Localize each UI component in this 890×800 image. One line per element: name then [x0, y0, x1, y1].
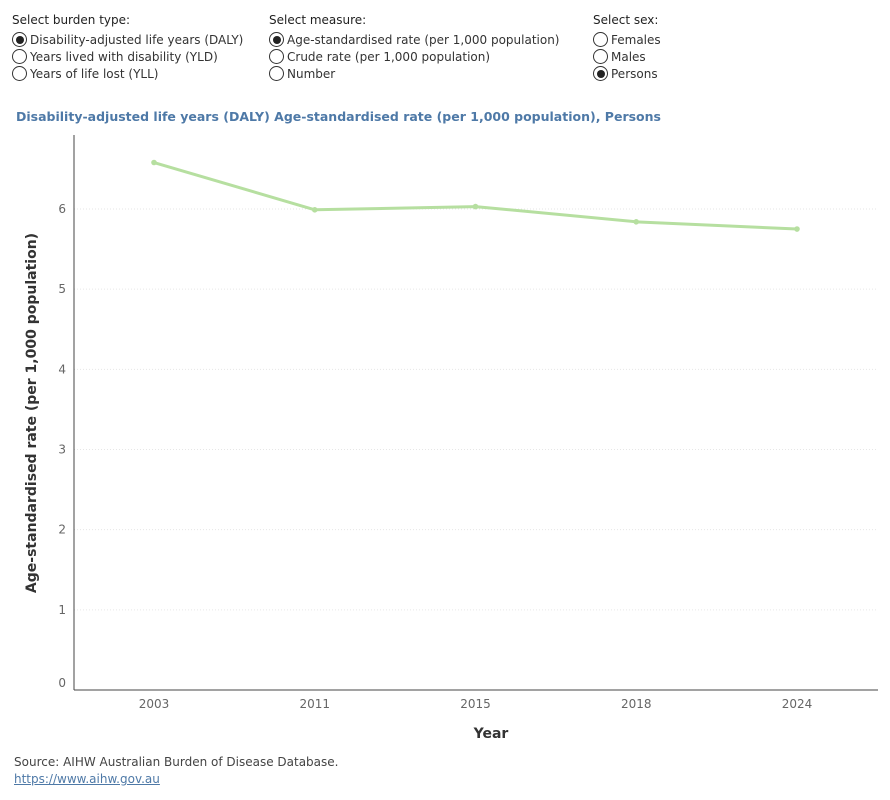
- radio-option-yld[interactable]: Years lived with disability (YLD): [12, 48, 243, 65]
- y-tick-label: 0: [58, 676, 66, 690]
- radio-button[interactable]: [12, 66, 27, 81]
- data-point: [794, 226, 800, 232]
- source-text: Source: AIHW Australian Burden of Diseas…: [14, 755, 339, 769]
- radio-label: Number: [287, 66, 336, 81]
- radio-label: Persons: [611, 66, 658, 81]
- data-point: [151, 159, 157, 166]
- y-tick-label: 4: [58, 362, 66, 376]
- radio-label: Years of life lost (YLL): [30, 66, 159, 81]
- data-point: [633, 219, 640, 225]
- radio-option-yll[interactable]: Years of life lost (YLL): [12, 65, 243, 82]
- radio-button[interactable]: [269, 66, 284, 81]
- radio-button[interactable]: [12, 49, 27, 64]
- radio-button[interactable]: [593, 49, 608, 64]
- radio-button[interactable]: [12, 32, 27, 47]
- data-point: [311, 207, 318, 213]
- x-tick-label: 2015: [460, 697, 491, 711]
- x-tick-label: 2011: [299, 697, 330, 711]
- y-tick-label: 1: [58, 603, 66, 617]
- burden-type-title: Select burden type:: [12, 13, 131, 27]
- burden-type-filter: Select burden type: Disability-adjusted …: [12, 13, 243, 82]
- y-tick-label: 2: [58, 523, 66, 537]
- radio-button[interactable]: [593, 32, 608, 47]
- measure-filter: Select measure: Age-standardised rate (p…: [269, 13, 560, 82]
- radio-label: Age-standardised rate (per 1,000 populat…: [287, 32, 560, 47]
- radio-label: Years lived with disability (YLD): [30, 49, 218, 64]
- data-point: [472, 203, 479, 210]
- radio-option-number[interactable]: Number: [269, 65, 560, 82]
- radio-label: Crude rate (per 1,000 population): [287, 49, 491, 64]
- x-tick-label: 2018: [621, 697, 652, 711]
- radio-button[interactable]: [269, 49, 284, 64]
- x-tick-label: 2003: [139, 697, 170, 711]
- radio-option-daly[interactable]: Disability-adjusted life years (DALY): [12, 31, 243, 48]
- radio-label: Disability-adjusted life years (DALY): [30, 32, 244, 47]
- y-tick-label: 5: [58, 282, 66, 296]
- measure-title: Select measure:: [269, 13, 367, 27]
- x-tick-label: 2024: [782, 697, 813, 711]
- series-line: [152, 161, 799, 231]
- chart-title: Disability-adjusted life years (DALY) Ag…: [16, 109, 661, 124]
- source-link[interactable]: https://www.aihw.gov.au: [14, 772, 160, 786]
- radio-option-persons[interactable]: Persons: [593, 65, 661, 82]
- y-tick-label: 6: [58, 202, 66, 216]
- radio-label: Females: [611, 32, 661, 47]
- radio-label: Males: [611, 49, 646, 64]
- radio-option-age-standardised[interactable]: Age-standardised rate (per 1,000 populat…: [269, 31, 560, 48]
- radio-option-females[interactable]: Females: [593, 31, 661, 48]
- radio-button[interactable]: [593, 66, 608, 81]
- radio-button[interactable]: [269, 32, 284, 47]
- sex-filter: Select sex: Females Males Persons: [593, 13, 661, 82]
- radio-option-crude-rate[interactable]: Crude rate (per 1,000 population): [269, 48, 560, 65]
- radio-option-males[interactable]: Males: [593, 48, 661, 65]
- x-axis-title: Year: [473, 726, 509, 742]
- y-axis-title: Age-standardised rate (per 1,000 populat…: [24, 233, 40, 593]
- y-tick-label: 3: [58, 443, 66, 457]
- sex-title: Select sex:: [593, 13, 659, 27]
